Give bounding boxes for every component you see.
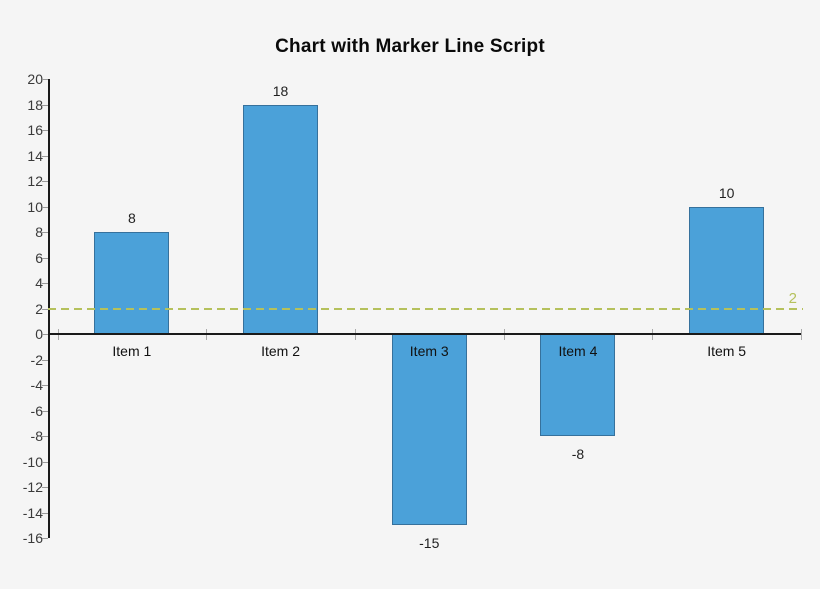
y-tick-label: -2: [30, 351, 43, 368]
y-tick-label: 8: [35, 224, 43, 240]
y-tick-label: 14: [27, 147, 43, 164]
bar-value-label: 18: [272, 82, 289, 99]
y-tick-label: 6: [35, 249, 43, 266]
bar-value-label: -8: [571, 446, 585, 462]
y-tick-label: -8: [30, 428, 43, 444]
bar-item-2: [243, 104, 319, 334]
y-tick-mark: [42, 359, 48, 361]
marker-line-label: 2: [788, 289, 797, 307]
y-tick-mark: [42, 232, 48, 233]
category-label: Item 3: [409, 343, 449, 359]
y-tick-mark: [42, 130, 48, 131]
y-tick-mark: [42, 487, 48, 488]
y-tick-label: 12: [27, 173, 43, 189]
y-tick-mark: [42, 410, 48, 412]
y-tick-label: 4: [35, 275, 43, 291]
y-tick-mark: [42, 257, 48, 259]
y-tick-label: -12: [22, 479, 43, 495]
y-tick-mark: [42, 181, 48, 182]
category-label: Item 1: [112, 343, 152, 359]
y-tick-label: -6: [30, 402, 43, 419]
bar-value-label: 10: [718, 184, 735, 201]
y-tick-label: -14: [22, 504, 43, 521]
y-tick-label: -16: [22, 530, 43, 546]
y-tick-mark: [42, 308, 48, 310]
x-axis-line: [48, 333, 801, 335]
y-tick-label: -4: [30, 377, 43, 393]
bar-value-label: -15: [419, 535, 440, 552]
y-tick-mark: [42, 334, 48, 335]
y-tick-label: 18: [27, 96, 43, 113]
y-tick-label: -10: [22, 453, 43, 470]
y-tick-label: 0: [35, 326, 43, 342]
y-tick-mark: [42, 461, 48, 463]
category-label: Item 4: [558, 343, 598, 359]
bar-item-1: [94, 232, 170, 334]
category-label: Item 5: [707, 343, 747, 359]
marker-line: [48, 307, 803, 310]
y-tick-mark: [42, 436, 48, 437]
y-tick-mark: [42, 104, 48, 106]
bar-item-3: [391, 334, 467, 526]
y-tick-label: 10: [27, 198, 43, 215]
y-tick-mark: [42, 283, 48, 284]
x-boundary-tick: [801, 329, 802, 340]
y-tick-label: 2: [35, 300, 43, 317]
bar-value-label: 8: [127, 210, 136, 226]
y-tick-mark: [42, 79, 48, 80]
y-tick-mark: [42, 155, 48, 157]
y-tick-mark: [42, 385, 48, 386]
y-tick-mark: [42, 206, 48, 208]
y-tick-label: 20: [27, 71, 43, 87]
bar-item-5: [689, 206, 765, 334]
y-tick-label: 16: [27, 122, 43, 138]
y-tick-mark: [42, 512, 48, 514]
y-tick-mark: [42, 538, 48, 539]
category-label: Item 2: [261, 343, 300, 359]
chart-title: Chart with Marker Line Script: [275, 36, 545, 57]
bar-item-4: [540, 334, 616, 436]
